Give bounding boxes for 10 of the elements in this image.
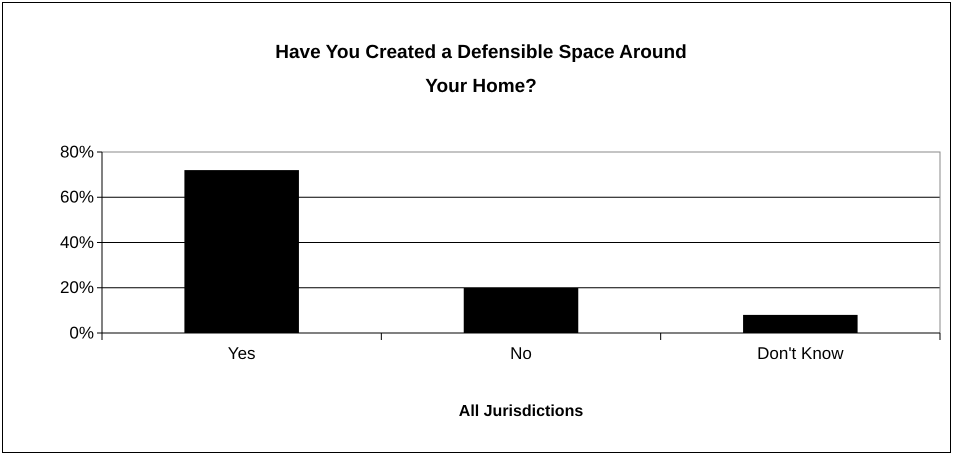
x-axis-title: All Jurisdictions: [458, 403, 584, 420]
x-tick-label: Don't Know: [757, 344, 844, 364]
x-tick-label: Yes: [228, 344, 256, 364]
chart-title: Have You Created a Defensible Space Around Your Home?: [275, 42, 687, 97]
y-tick-label: 80%: [60, 142, 94, 162]
y-tick-label: 0%: [69, 323, 94, 342]
y-tick-label: 40%: [60, 232, 94, 252]
y-tick-label: 60%: [60, 188, 94, 207]
y-tick-label: 20%: [60, 278, 94, 298]
x-tick-label: No: [510, 344, 532, 364]
